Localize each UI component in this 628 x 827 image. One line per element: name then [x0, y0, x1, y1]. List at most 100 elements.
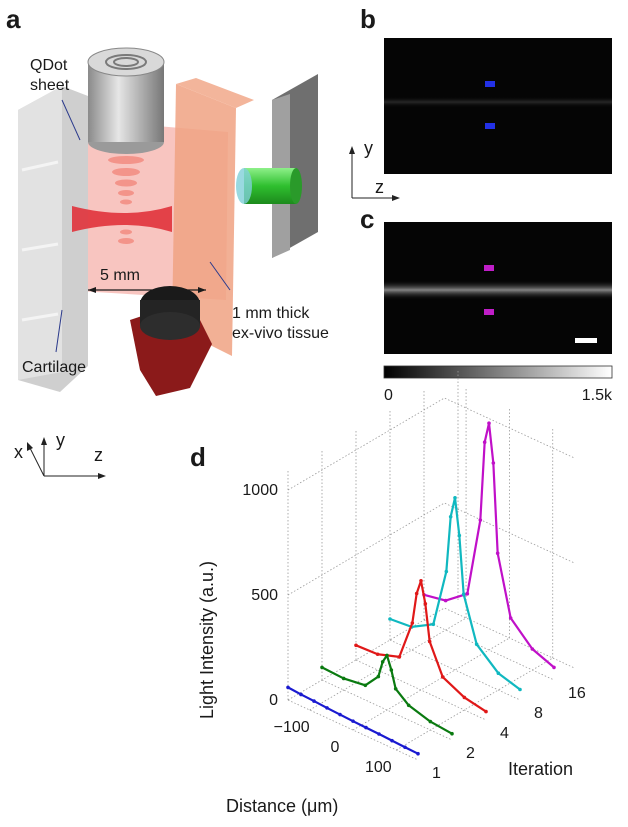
- data-point: [461, 592, 466, 596]
- data-point: [414, 591, 419, 596]
- grid-floor-line: [309, 617, 467, 711]
- data-point: [508, 616, 513, 620]
- data-point: [450, 731, 454, 736]
- scale-bar: [575, 338, 597, 343]
- grid-floor-line: [423, 619, 555, 681]
- grid-z-line: [287, 502, 575, 596]
- z-tick-label: 1000: [242, 482, 278, 499]
- panel-label-a: a: [6, 4, 21, 34]
- tissue-slab: [172, 84, 236, 356]
- panel-b: b: [360, 4, 612, 174]
- series-line: [423, 422, 555, 669]
- data-point: [299, 692, 303, 697]
- iteration-tick-label: 4: [500, 725, 509, 742]
- data-point: [443, 598, 448, 603]
- grid-z-line: [287, 397, 575, 491]
- data-point: [376, 674, 381, 679]
- data-point: [403, 745, 407, 750]
- iteration-tick-label: 2: [466, 745, 475, 762]
- data-point: [410, 621, 415, 625]
- data-point: [444, 569, 449, 574]
- label-tissue-line1: 1 mm thick: [232, 305, 310, 322]
- x-axis-label: Distance (μm): [226, 796, 338, 816]
- panel-d: d 0 500 1000 −100 0 100 1 2 4 8 16 Distance (μm) I…: [190, 369, 586, 816]
- marker-c-bottom: [484, 309, 494, 315]
- axis-x3-label: x: [14, 442, 23, 462]
- data-point: [364, 725, 368, 730]
- axis-z3-label: z: [94, 445, 103, 465]
- colorbar-min: 0: [384, 387, 393, 404]
- data-point: [286, 685, 290, 690]
- data-point: [380, 660, 385, 664]
- z-tick-label: 500: [251, 587, 278, 604]
- data-point: [390, 738, 394, 743]
- label-cartilage: Cartilage: [22, 359, 86, 376]
- data-point: [423, 602, 428, 606]
- colorbar-gradient: [383, 365, 613, 379]
- panel-c: c: [360, 204, 612, 354]
- marker-c-top: [484, 265, 494, 271]
- data-point: [518, 687, 522, 692]
- panel-label-b: b: [360, 4, 376, 34]
- x-tick-label: 100: [365, 759, 392, 776]
- data-point: [474, 642, 479, 647]
- x-tick-label: 0: [331, 739, 340, 756]
- data-point: [487, 421, 491, 426]
- grid-floor-line: [396, 657, 553, 751]
- data-point: [478, 518, 483, 522]
- data-point: [351, 719, 355, 723]
- label-qdot-line2: sheet: [30, 77, 70, 94]
- data-point: [341, 676, 346, 681]
- data-point: [495, 551, 500, 555]
- grid-floor-line: [389, 639, 521, 701]
- panel-label-c: c: [360, 204, 374, 234]
- iteration-tick-label: 16: [568, 685, 586, 702]
- data-point: [431, 622, 436, 627]
- data-point: [338, 712, 342, 717]
- axes-indicator-yz: y z: [349, 138, 400, 201]
- panel-a: a: [6, 4, 329, 396]
- data-point: [388, 617, 392, 621]
- data-point: [375, 652, 380, 657]
- data-point: [363, 683, 368, 688]
- data-point: [416, 751, 420, 756]
- data-point: [377, 732, 381, 736]
- light-sheet-beam: [72, 206, 172, 232]
- excitation-spots: [108, 156, 144, 244]
- iteration-axis-label: Iteration: [508, 759, 573, 779]
- data-point: [320, 665, 324, 670]
- series-line: [389, 496, 521, 691]
- data-point: [496, 671, 501, 675]
- label-qdot-line1: QDot: [30, 57, 68, 74]
- data-point: [428, 719, 433, 724]
- illumination-lens: [244, 168, 296, 204]
- colorbar: 0 1.5k: [383, 365, 613, 404]
- axis-y3-label: y: [56, 430, 65, 450]
- iteration-tick-label: 1: [432, 765, 441, 782]
- data-point: [440, 675, 445, 679]
- data-point: [530, 647, 535, 651]
- z-tick-label: 0: [269, 692, 278, 709]
- data-point: [462, 695, 467, 700]
- data-point: [457, 533, 462, 538]
- marker-b-bottom: [485, 123, 495, 129]
- data-point: [465, 592, 470, 596]
- axis-y-label: y: [364, 138, 373, 158]
- x-tick-label: −100: [274, 719, 310, 736]
- data-point: [389, 668, 394, 672]
- series-line: [355, 579, 487, 713]
- label-distance: 5 mm: [100, 267, 140, 284]
- data-point: [393, 687, 398, 691]
- marker-b-top: [485, 81, 495, 87]
- axis-z-label: z: [375, 177, 384, 197]
- series-line: [321, 654, 453, 735]
- data-point: [448, 515, 453, 519]
- iteration-tick-label: 8: [534, 705, 543, 722]
- data-point: [354, 643, 358, 648]
- data-point: [397, 655, 402, 659]
- grid-floor-line: [355, 659, 487, 721]
- data-point: [552, 665, 556, 670]
- data-point: [325, 706, 329, 710]
- data-point: [482, 440, 487, 445]
